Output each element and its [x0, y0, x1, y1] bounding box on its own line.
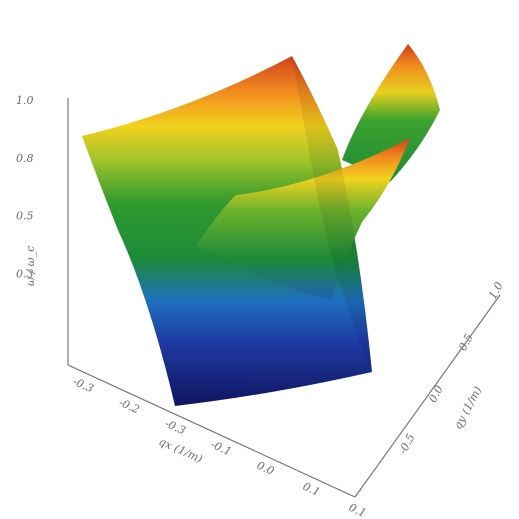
shade-overlay — [292, 56, 372, 372]
y-tick-label: 0.0 — [426, 383, 446, 405]
surface-sheets — [82, 44, 440, 406]
axes-frame — [67, 98, 501, 498]
z-tick-label: 1.0 — [16, 94, 34, 107]
x-tick-label: -0.3 — [71, 375, 96, 396]
z-tick-label: 0.8 — [16, 152, 34, 165]
x-tick-label: 0.0 — [255, 459, 276, 478]
x-tick-label: -0.2 — [117, 396, 142, 417]
y-ticks: -0.50.00.51.0 — [396, 280, 506, 457]
x-tick-label: -0.1 — [209, 438, 234, 459]
z-tick-label: 0.3 — [16, 267, 34, 280]
x-tick-label: -0.3 — [163, 417, 188, 438]
surface-sheet-right — [342, 44, 440, 182]
x-tick-label: 0.1 — [347, 501, 368, 519]
z-tick-label: 0.5 — [16, 210, 34, 223]
x-tick-label: 0.1 — [301, 480, 322, 499]
x-axis-line — [67, 364, 356, 498]
y-axis-line — [354, 294, 501, 498]
x-axis-label: qx (1/m) — [157, 435, 205, 466]
y-tick-label: 1.0 — [486, 280, 506, 302]
z-ticks: 1.0 0.8 0.5 0.3 — [16, 94, 34, 280]
y-axis-label: qy (1/m) — [451, 384, 484, 431]
z-axis-label: ω / ω_c — [24, 246, 37, 286]
surface-sheet-middle — [196, 138, 410, 300]
y-tick-label: 0.5 — [456, 332, 476, 354]
